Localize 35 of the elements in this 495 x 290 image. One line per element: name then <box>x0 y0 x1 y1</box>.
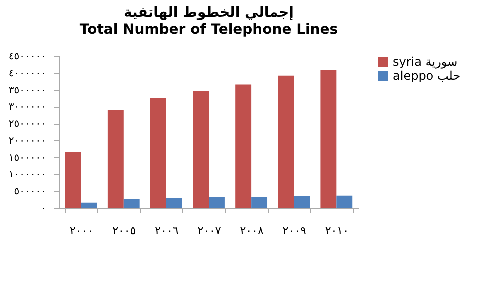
bar <box>81 202 98 208</box>
x-tick-label: ٢٠٠٨ <box>240 224 264 238</box>
bar <box>278 76 294 208</box>
y-tick-label: ٣٠٠٠٠٠٠ <box>8 102 46 114</box>
bar <box>108 110 124 208</box>
bar <box>236 84 252 208</box>
bar <box>252 197 268 208</box>
chart-subtitle: Total Number of Telephone Lines <box>80 22 338 38</box>
y-tick-label: ٣٥٠٠٠٠٠ <box>8 85 46 96</box>
y-tick-label: ٤٥٠٠٠٠٠ <box>8 52 46 62</box>
y-tick-label: ٢٥٠٠٠٠٠ <box>8 119 46 130</box>
bar <box>294 196 310 208</box>
bar <box>65 152 82 208</box>
y-tick-label: ٠ <box>41 204 46 214</box>
chart-title: إجمالي الخطوط الهاتفية <box>124 5 294 21</box>
y-tick-label: ١٠٠٠٠٠٠ <box>8 170 46 181</box>
y-tick-label: ١٥٠٠٠٠٠ <box>8 152 46 164</box>
bar <box>336 196 353 208</box>
bar <box>209 197 225 208</box>
x-tick-label: ٢٠٠٧ <box>198 224 222 238</box>
bar <box>166 198 182 208</box>
bar <box>124 199 140 208</box>
legend-label: aleppo حلب <box>393 69 461 83</box>
y-tick-label: ٥٠٠٠٠٠ <box>14 186 46 198</box>
bar <box>150 98 166 208</box>
x-tick-label: ٢٠١٠ <box>325 224 349 238</box>
y-tick-label: ٢٠٠٠٠٠٠ <box>8 136 46 147</box>
x-tick-label: ٢٠٠٦ <box>155 224 179 238</box>
y-tick-label: ٤٠٠٠٠٠٠ <box>8 68 46 80</box>
legend-label: syria سورية <box>393 55 458 69</box>
x-tick-label: ٢٠٠٠ <box>70 224 94 238</box>
bar <box>320 70 337 208</box>
x-tick-label: ٢٠٠٩ <box>282 224 307 238</box>
x-tick-label: ٢٠٠٥ <box>112 224 136 238</box>
bar <box>193 91 209 208</box>
